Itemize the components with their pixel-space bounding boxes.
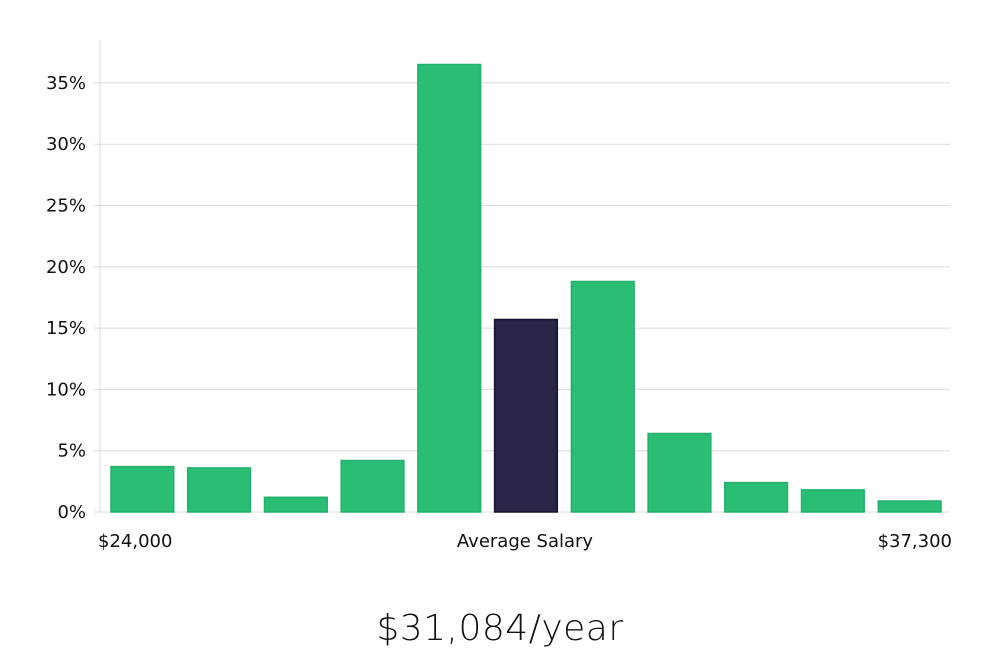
- y-tick-label: 30%: [46, 134, 86, 155]
- y-tick-label: 35%: [46, 73, 86, 94]
- y-tick-label: 10%: [46, 379, 86, 400]
- bar-average-salary: [493, 318, 559, 513]
- y-tick-label: 25%: [46, 196, 86, 217]
- salary-histogram: 0% 5% 10% 15% 20% 25% 30% 35% $24,000 Average S…: [46, 40, 952, 552]
- y-tick-label: 15%: [46, 318, 86, 339]
- bar: [110, 465, 175, 513]
- y-tick-label: 0%: [57, 502, 86, 523]
- bar: [340, 459, 405, 513]
- bar: [186, 467, 252, 513]
- average-salary-value: $31,084/year: [376, 608, 624, 649]
- bar: [724, 481, 789, 513]
- x-label-min: $24,000: [98, 531, 172, 552]
- bars: [110, 63, 942, 513]
- bar: [877, 500, 942, 513]
- y-axis-ticks: 0% 5% 10% 15% 20% 25% 30% 35%: [46, 73, 100, 523]
- bar: [263, 496, 328, 513]
- x-label-max: $37,300: [878, 531, 952, 552]
- bar: [647, 432, 712, 513]
- bar: [417, 63, 482, 513]
- y-tick-label: 20%: [46, 257, 86, 278]
- bar: [800, 489, 865, 513]
- y-tick-label: 5%: [57, 441, 86, 462]
- x-label-average: Average Salary: [457, 531, 594, 552]
- bar: [570, 280, 635, 513]
